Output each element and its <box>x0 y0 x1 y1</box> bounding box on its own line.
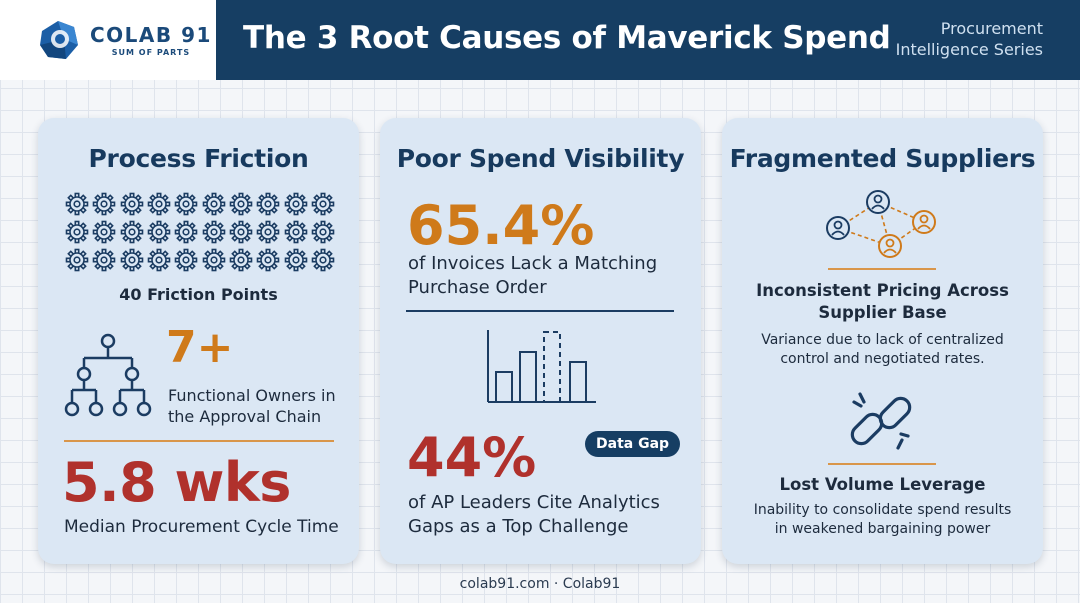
analytics-stat-label: of AP Leaders Cite Analytics Gaps as a T… <box>408 491 660 539</box>
series-line-2: Intelligence Series <box>895 40 1043 59</box>
invoice-stat-line-2: Purchase Order <box>408 277 547 298</box>
card-process-friction: Process Friction 40 Friction Points 7+ <box>38 118 359 564</box>
invoice-stat-value: 65.4% <box>407 194 595 257</box>
gear-icon <box>311 220 335 244</box>
gear-icon <box>65 220 89 244</box>
pricing-description-line-1: Variance due to lack of centralized <box>761 332 1004 348</box>
card-spend-visibility: Poor Spend Visibility 65.4% of Invoices … <box>380 118 701 564</box>
brand-name: COLAB 91 <box>90 23 212 47</box>
card-title: Poor Spend Visibility <box>396 144 685 173</box>
gear-icon <box>120 248 143 272</box>
gear-icon <box>311 192 335 216</box>
gear-icon <box>229 192 253 216</box>
gear-icon <box>65 248 89 272</box>
cycle-label: Median Procurement Cycle Time <box>64 517 339 537</box>
gear-row <box>65 220 335 244</box>
analytics-stat-line-1: of AP Leaders Cite Analytics <box>408 492 660 513</box>
card-fragmented-suppliers: Fragmented Suppliers Inconsistent P <box>722 118 1043 564</box>
bar-chart-icon <box>487 330 596 403</box>
header-banner: The 3 Root Causes of Maverick Spend Proc… <box>216 0 1080 80</box>
cycle-value: 5.8 wks <box>62 451 291 514</box>
invoice-stat-label: of Invoices Lack a Matching Purchase Ord… <box>408 252 657 300</box>
card-title: Process Friction <box>88 144 309 173</box>
leverage-description-line-1: Inability to consolidate spend results <box>753 502 1012 518</box>
invoice-stat-line-1: of Invoices Lack a Matching <box>408 253 658 274</box>
gear-icon <box>202 248 225 272</box>
gear-icon <box>65 192 89 216</box>
gear-icon <box>175 220 198 244</box>
card-title: Fragmented Suppliers <box>729 144 1036 173</box>
supplier-network-icon <box>826 190 936 258</box>
leverage-heading: Lost Volume Leverage <box>779 475 986 494</box>
gear-icon <box>147 248 171 272</box>
pricing-heading: Inconsistent Pricing Across Supplier Bas… <box>722 280 1043 324</box>
page-title: The 3 Root Causes of Maverick Spend <box>243 20 891 56</box>
owners-line-1: Functional Owners in <box>168 386 336 405</box>
leverage-description: Inability to consolidate spend results i… <box>722 501 1043 539</box>
logo: COLAB 91 SUM OF PARTS <box>0 0 216 80</box>
gear-icon <box>284 192 307 216</box>
pricing-heading-line-1: Inconsistent Pricing Across <box>756 281 1009 300</box>
gear-icon <box>93 192 116 216</box>
footer: colab91.com · Colab91 <box>459 576 621 592</box>
gear-icon <box>229 248 253 272</box>
divider <box>828 268 936 270</box>
gear-icon <box>202 192 225 216</box>
gear-icon <box>284 248 307 272</box>
owners-value: 7+ <box>166 322 234 373</box>
gear-icon <box>93 220 116 244</box>
analytics-stat-line-2: Gaps as a Top Challenge <box>408 516 629 537</box>
gear-grid <box>65 192 335 276</box>
gear-row <box>65 248 335 272</box>
leverage-description-line-2: in weakened bargaining power <box>774 521 991 537</box>
gear-icon <box>120 220 143 244</box>
data-gap-badge: Data Gap <box>585 431 681 457</box>
org-chart-icon <box>64 333 152 417</box>
divider <box>828 463 936 465</box>
gear-icon <box>147 192 171 216</box>
brand-tagline: SUM OF PARTS <box>111 48 191 57</box>
gear-icon <box>256 248 280 272</box>
gear-icon <box>284 220 307 244</box>
pricing-description-line-2: control and negotiated rates. <box>780 351 985 367</box>
logo-mark-icon <box>40 21 78 59</box>
divider <box>406 310 674 312</box>
gear-icon <box>256 220 280 244</box>
pricing-heading-line-2: Supplier Base <box>818 303 947 322</box>
gear-icon <box>147 220 171 244</box>
series-label: Procurement Intelligence Series <box>896 18 1043 60</box>
gear-icon <box>202 220 225 244</box>
owners-line-2: the Approval Chain <box>168 407 322 426</box>
friction-points-label: 40 Friction Points <box>119 285 278 304</box>
gear-icon <box>93 248 116 272</box>
gear-icon <box>175 192 198 216</box>
broken-link-icon <box>850 392 912 450</box>
gear-row <box>65 192 335 216</box>
gear-icon <box>120 192 143 216</box>
divider <box>64 440 334 442</box>
gear-icon <box>311 248 335 272</box>
analytics-stat-value: 44% <box>407 426 537 489</box>
gear-icon <box>229 220 253 244</box>
gear-icon <box>256 192 280 216</box>
owners-label: Functional Owners in the Approval Chain <box>168 385 336 427</box>
series-line-1: Procurement <box>940 19 1043 38</box>
gear-icon <box>175 248 198 272</box>
pricing-description: Variance due to lack of centralized cont… <box>722 331 1043 369</box>
